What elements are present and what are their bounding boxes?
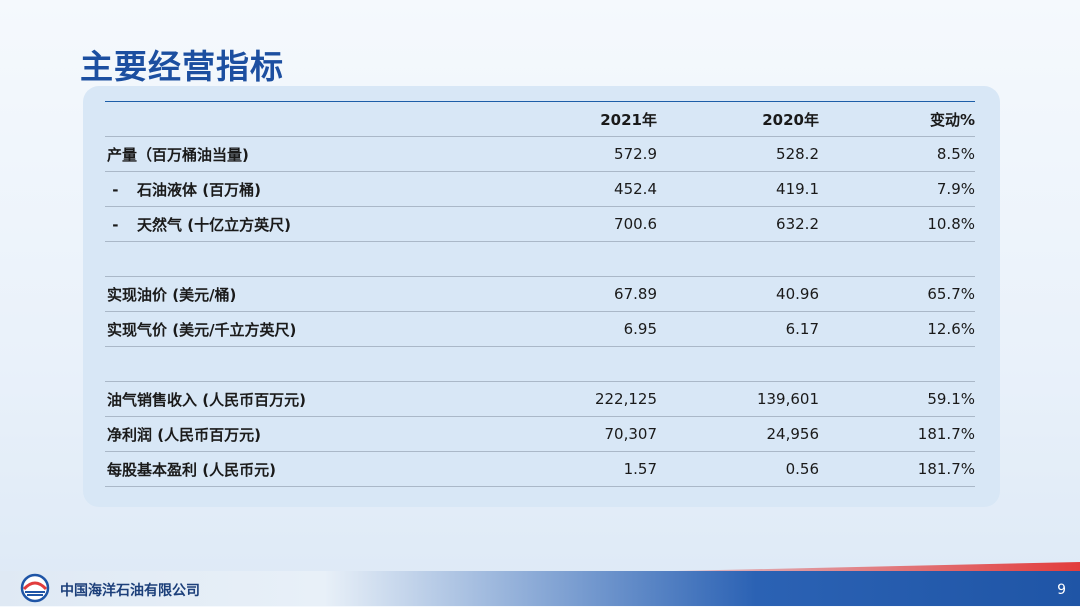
spacer-row — [105, 241, 975, 277]
row-label: 实现油价 (美元/桶) — [105, 276, 495, 312]
value-change: 181.7% — [819, 451, 975, 487]
value-2021: 70,307 — [495, 416, 657, 452]
value-2020: 632.2 — [657, 206, 819, 242]
header-change: 变动% — [819, 101, 975, 137]
value-change: 8.5% — [819, 136, 975, 172]
row-label: 净利润 (人民币百万元) — [105, 416, 495, 452]
page-title: 主要经营指标 — [80, 47, 284, 86]
value-2020: 24,956 — [657, 416, 819, 452]
table-row: - 天然气 (十亿立方英尺) 700.6 632.2 10.8% — [105, 206, 975, 242]
value-2021: 1.57 — [495, 451, 657, 487]
value-change: 181.7% — [819, 416, 975, 452]
value-change: 10.8% — [819, 206, 975, 242]
row-label: 石油液体 (百万桶) — [137, 180, 261, 199]
value-2020: 0.56 — [657, 451, 819, 487]
table-row: 实现气价 (美元/千立方英尺) 6.95 6.17 12.6% — [105, 311, 975, 347]
table-row: 每股基本盈利 (人民币元) 1.57 0.56 181.7% — [105, 451, 975, 487]
header-2021: 2021年 — [495, 101, 657, 137]
value-2021: 6.95 — [495, 311, 657, 347]
footer-bar — [0, 571, 1080, 606]
value-2020: 40.96 — [657, 276, 819, 312]
value-2020: 6.17 — [657, 311, 819, 347]
value-2020: 419.1 — [657, 171, 819, 207]
header-2020: 2020年 — [657, 101, 819, 137]
value-change: 12.6% — [819, 311, 975, 347]
row-label: 实现气价 (美元/千立方英尺) — [105, 311, 495, 347]
row-label: 油气销售收入 (人民币百万元) — [105, 381, 495, 417]
row-label: 每股基本盈利 (人民币元) — [105, 451, 495, 487]
row-label: 产量（百万桶油当量) — [105, 136, 495, 172]
value-2021: 222,125 — [495, 381, 657, 417]
value-change: 7.9% — [819, 171, 975, 207]
table-row: 产量（百万桶油当量) 572.9 528.2 8.5% — [105, 136, 975, 172]
value-2020: 528.2 — [657, 136, 819, 172]
value-2021: 67.89 — [495, 276, 657, 312]
table-row: 实现油价 (美元/桶) 67.89 40.96 65.7% — [105, 276, 975, 312]
value-2021: 572.9 — [495, 136, 657, 172]
value-2020: 139,601 — [657, 381, 819, 417]
table-row: - 石油液体 (百万桶) 452.4 419.1 7.9% — [105, 171, 975, 207]
value-change: 59.1% — [819, 381, 975, 417]
value-2021: 452.4 — [495, 171, 657, 207]
value-change: 65.7% — [819, 276, 975, 312]
row-label: 天然气 (十亿立方英尺) — [137, 215, 291, 234]
sub-item-dash: - — [107, 215, 119, 234]
row-label-sub: - 石油液体 (百万桶) — [105, 171, 495, 207]
page-number: 9 — [1057, 582, 1066, 598]
table-row: 油气销售收入 (人民币百万元) 222,125 139,601 59.1% — [105, 381, 975, 417]
table-row: 净利润 (人民币百万元) 70,307 24,956 181.7% — [105, 416, 975, 452]
company-name: 中国海洋石油有限公司 — [60, 583, 200, 599]
header-label — [105, 101, 495, 137]
row-label-sub: - 天然气 (十亿立方英尺) — [105, 206, 495, 242]
value-2021: 700.6 — [495, 206, 657, 242]
indicators-table: 2021年 2020年 变动% 产量（百万桶油当量) 572.9 528.2 8… — [105, 101, 975, 487]
table-header-row: 2021年 2020年 变动% — [105, 101, 975, 137]
cnooc-logo-icon — [18, 573, 52, 603]
sub-item-dash: - — [107, 180, 119, 199]
spacer-row — [105, 346, 975, 382]
indicators-panel: 2021年 2020年 变动% 产量（百万桶油当量) 572.9 528.2 8… — [83, 86, 1000, 507]
